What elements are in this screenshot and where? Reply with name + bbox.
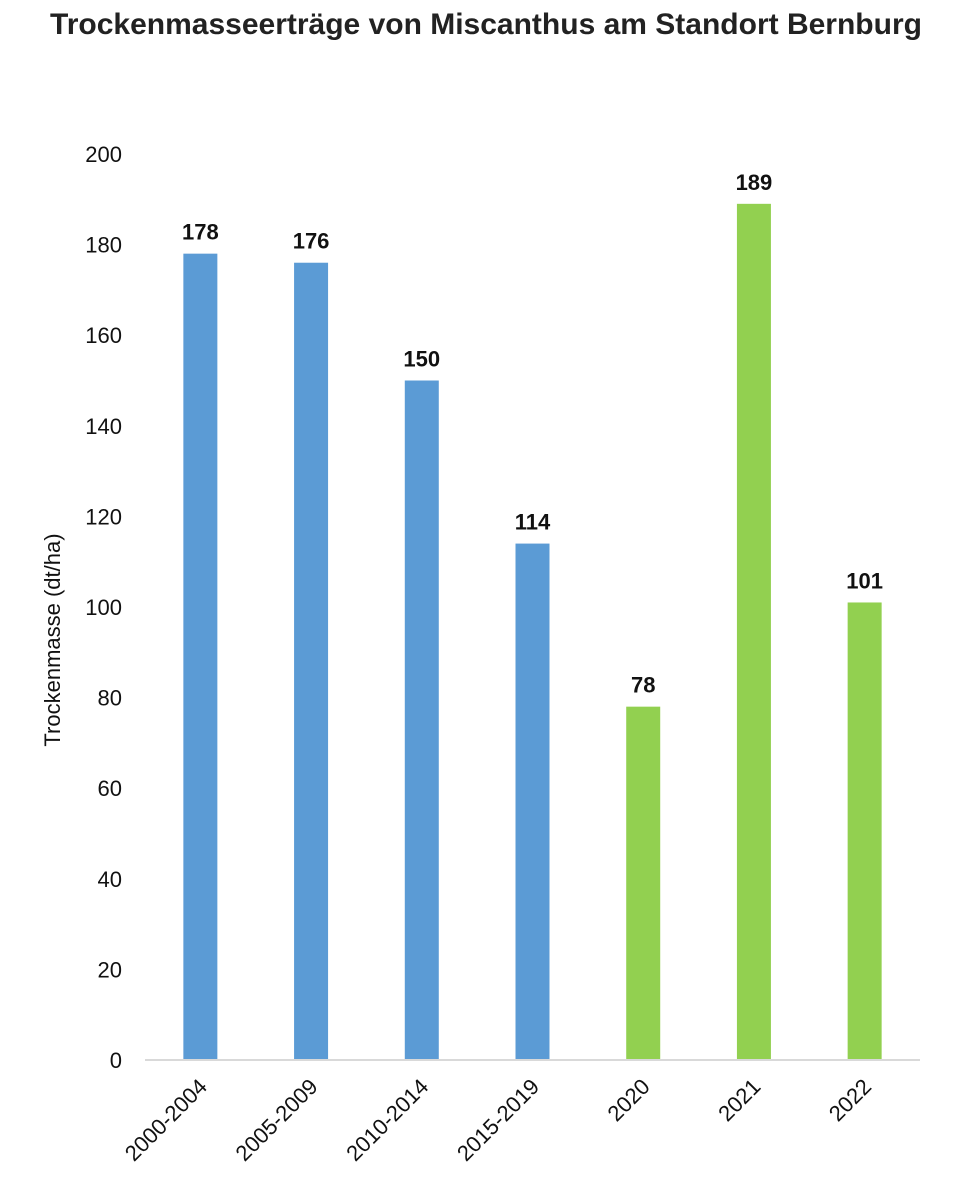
data-label: 150 — [403, 347, 440, 372]
y-tick-label: 160 — [85, 323, 122, 348]
bar — [847, 602, 882, 1060]
data-label: 189 — [736, 170, 773, 195]
x-axis-ticks: 2000-2004 2005-2009 2010-2014 2015-2019 2020… — [120, 1074, 876, 1166]
y-tick-label: 20 — [98, 957, 122, 982]
x-tick-label: 2022 — [824, 1074, 876, 1126]
y-tick-label: 40 — [98, 867, 122, 892]
y-axis-ticks: 0 20 40 60 80 100 120 140 160 180 200 — [85, 142, 122, 1073]
bars — [183, 203, 882, 1061]
data-label: 178 — [182, 220, 219, 245]
chart-title: Trockenmasseerträge von Miscanthus am St… — [50, 8, 922, 41]
x-tick-label: 2021 — [713, 1074, 765, 1126]
data-label: 101 — [846, 568, 883, 593]
data-labels: 178 176 150 114 78 189 101 — [182, 170, 883, 698]
y-tick-label: 140 — [85, 414, 122, 439]
bar — [626, 706, 661, 1060]
y-tick-label: 60 — [98, 776, 122, 801]
y-tick-label: 200 — [85, 142, 122, 167]
y-tick-label: 80 — [98, 686, 122, 711]
y-tick-label: 120 — [85, 504, 122, 529]
data-label: 114 — [515, 510, 551, 535]
bar — [294, 262, 329, 1061]
y-axis-title: Trockenmasse (dt/ha) — [40, 533, 65, 746]
data-label: 78 — [631, 673, 655, 698]
x-tick-label: 2010-2014 — [341, 1074, 433, 1166]
x-tick-label: 2020 — [602, 1074, 654, 1126]
bar — [183, 253, 218, 1060]
x-tick-label: 2015-2019 — [452, 1074, 544, 1166]
bar — [515, 543, 550, 1060]
x-tick-label: 2005-2009 — [231, 1074, 323, 1166]
bar — [404, 380, 439, 1060]
y-tick-label: 0 — [110, 1048, 122, 1073]
y-tick-label: 180 — [85, 233, 122, 258]
bar — [736, 203, 771, 1060]
data-label: 176 — [293, 229, 330, 254]
y-tick-label: 100 — [85, 595, 122, 620]
x-tick-label: 2000-2004 — [120, 1074, 212, 1166]
